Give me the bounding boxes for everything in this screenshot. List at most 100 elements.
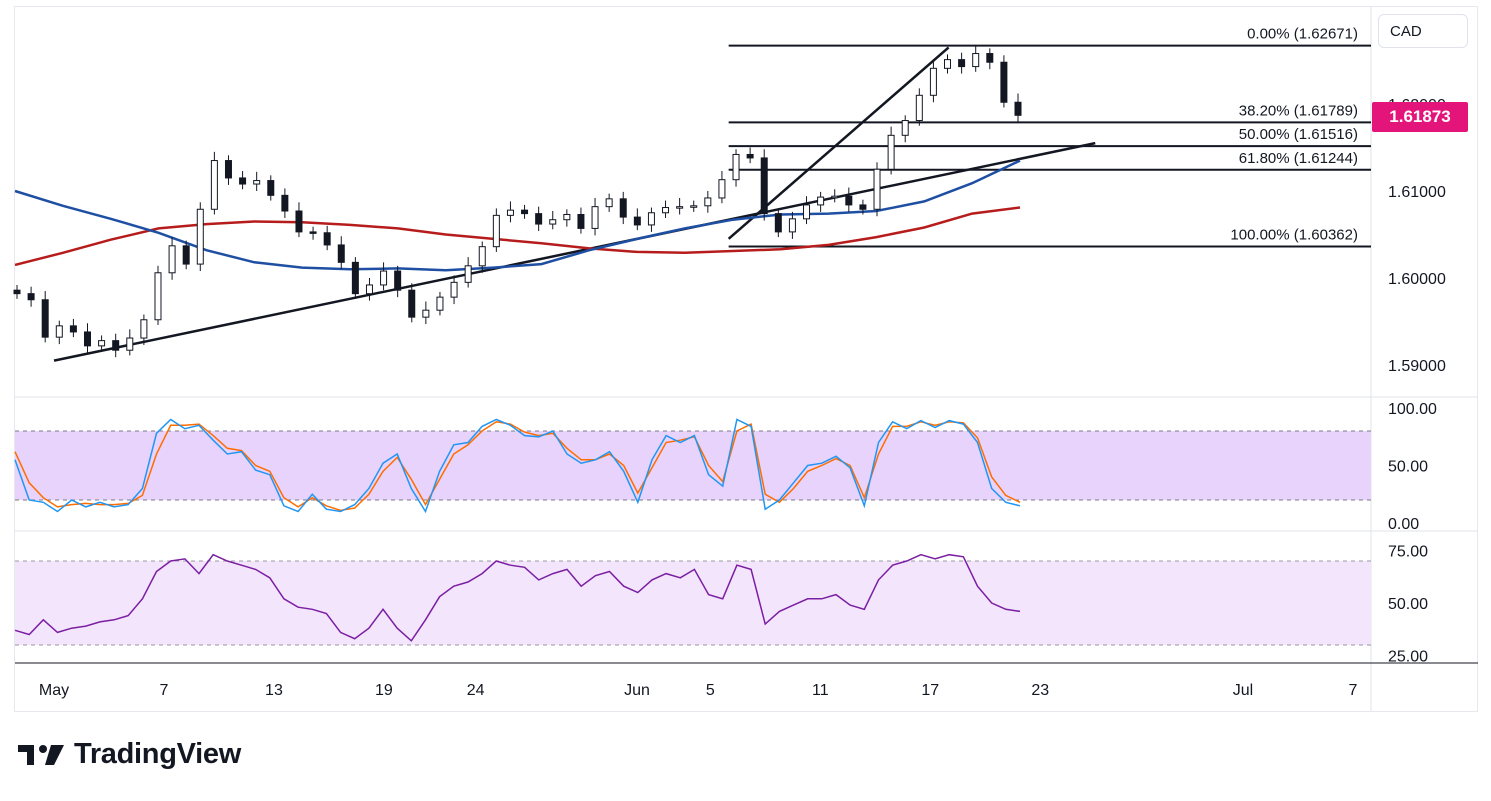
- time-tick-label: 23: [1031, 682, 1049, 699]
- candle-body: [605, 198, 613, 208]
- rsi-band: [15, 561, 1371, 645]
- chart-frame: [14, 6, 1478, 712]
- stochastic-k-line: [14, 418, 1021, 514]
- candle-body: [337, 244, 345, 263]
- candle-body: [408, 289, 416, 318]
- time-tick-label: 11: [812, 682, 829, 699]
- time-tick-label: Jun: [624, 682, 650, 699]
- candle-body: [944, 59, 952, 69]
- candle-body: [1000, 61, 1008, 103]
- candle-body: [986, 53, 994, 63]
- time-tick-label: 7: [1349, 682, 1358, 699]
- candle-body: [478, 246, 486, 267]
- candle-body: [591, 206, 599, 229]
- candle-body: [182, 245, 190, 265]
- candle-body: [55, 325, 63, 338]
- moving-average-fast-line: [14, 159, 1021, 272]
- candle-body: [351, 261, 359, 295]
- candle-body: [41, 299, 49, 338]
- candle-body: [1014, 101, 1022, 116]
- time-tick-label: Jul: [1233, 682, 1253, 699]
- time-tick-label: 19: [375, 682, 393, 699]
- candle-body: [831, 195, 839, 199]
- stochastic-tick-label: 50.00: [1388, 459, 1428, 476]
- rsi-line: [14, 553, 1021, 642]
- candle-body: [295, 210, 303, 233]
- candle-body: [972, 53, 980, 68]
- candle-body: [309, 231, 317, 234]
- time-tick-label: 7: [160, 682, 169, 699]
- candle-body: [676, 206, 684, 209]
- fib-level-label: 0.00% (1.62671): [1247, 26, 1358, 43]
- candle-body: [873, 168, 881, 210]
- candle-body: [450, 281, 458, 298]
- candle-body: [168, 245, 176, 274]
- time-tick-label: May: [39, 682, 69, 699]
- candle-body: [760, 157, 768, 215]
- price-tick-label: 1.60000: [1388, 271, 1446, 288]
- candle-body: [845, 195, 853, 206]
- stochastic-d-line: [14, 421, 1021, 512]
- price-tick-label: 1.59000: [1388, 358, 1446, 375]
- candle-body: [633, 216, 641, 226]
- rsi-tick-label: 50.00: [1388, 596, 1428, 613]
- candle-body: [126, 337, 134, 351]
- candle-body: [915, 94, 923, 122]
- currency-scale-button[interactable]: CAD: [1378, 14, 1468, 48]
- candle-body: [281, 194, 289, 212]
- candle-body: [27, 293, 35, 301]
- candle-body: [13, 289, 21, 295]
- candle-body: [803, 204, 811, 220]
- candle-body: [718, 179, 726, 199]
- last-price-badge: 1.61873: [1372, 102, 1468, 132]
- candle-body: [746, 153, 754, 159]
- candle-body: [619, 198, 627, 218]
- candle-body: [140, 319, 148, 339]
- candle-body: [817, 196, 825, 206]
- rsi-tick-label: 75.00: [1388, 544, 1428, 561]
- candle-body: [958, 59, 966, 68]
- candle-body: [436, 296, 444, 311]
- candle-body: [154, 272, 162, 321]
- price-tick-label: 1.61000: [1388, 184, 1446, 201]
- rsi-tick-label: 25.00: [1388, 649, 1428, 666]
- candle-body: [239, 177, 247, 185]
- candle-body: [323, 232, 331, 246]
- candle-body: [549, 219, 557, 225]
- candle-body: [929, 67, 937, 96]
- candle-body: [859, 204, 867, 210]
- candle-body: [647, 212, 655, 226]
- brand[interactable]: TradingView: [18, 738, 241, 771]
- candle-body: [196, 208, 204, 265]
- candle-body: [563, 213, 571, 221]
- fib-level-label: 61.80% (1.61244): [1239, 150, 1358, 167]
- candle-body: [83, 331, 91, 347]
- candle-body: [662, 207, 670, 214]
- candle-body: [98, 340, 106, 347]
- time-tick-label: 17: [921, 682, 939, 699]
- candle-body: [464, 265, 472, 283]
- candle-body: [690, 205, 698, 208]
- fib-level-label: 100.00% (1.60362): [1230, 227, 1358, 244]
- candle-body: [224, 160, 232, 179]
- candle-body: [704, 197, 712, 207]
- candle-body: [253, 180, 261, 185]
- stochastic-tick-label: 0.00: [1388, 516, 1419, 533]
- candle-body: [492, 214, 500, 248]
- trendline: [53, 141, 1096, 362]
- candle-body: [394, 270, 402, 291]
- candle-body: [506, 209, 514, 216]
- candle-body: [210, 160, 218, 210]
- time-tick-label: 24: [467, 682, 485, 699]
- candle-body: [535, 213, 543, 225]
- stochastic-band: [15, 431, 1371, 500]
- candle-body: [365, 284, 373, 295]
- candle-body: [69, 325, 77, 333]
- candle-body: [887, 134, 895, 170]
- candle-body: [521, 209, 529, 215]
- candle-body: [267, 180, 275, 196]
- candle-body: [774, 213, 782, 233]
- brand-name: TradingView: [74, 738, 241, 770]
- candle-body: [577, 213, 585, 229]
